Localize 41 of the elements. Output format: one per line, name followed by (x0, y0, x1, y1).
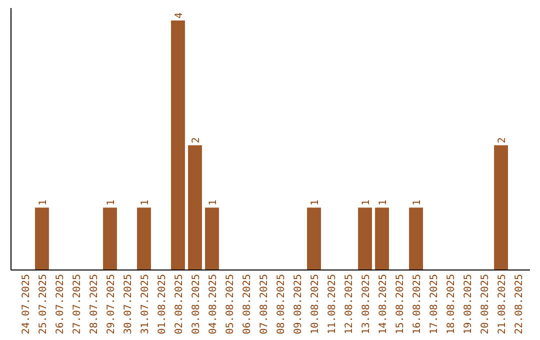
data-label: 1 (38, 200, 49, 206)
x-tick-label: 11.08.2025 (327, 274, 338, 334)
x-tick-label: 16.08.2025 (412, 274, 424, 334)
x-tick-label: 24.07.2025 (20, 274, 32, 334)
x-tick-label: 02.08.2025 (174, 274, 185, 334)
data-label: 2 (497, 137, 508, 144)
data-label: 1 (140, 200, 151, 206)
data-label: 1 (106, 200, 117, 206)
x-tick-label: 27.07.2025 (72, 274, 83, 334)
x-tick-label: 22.08.2025 (514, 274, 526, 334)
x-tick-label: 18.08.2025 (446, 274, 458, 334)
x-tick-label: 25.07.2025 (38, 274, 49, 334)
data-label: 4 (174, 12, 185, 18)
x-tick-label: 14.08.2025 (378, 274, 390, 334)
x-tick-label: 07.08.2025 (259, 274, 270, 334)
data-label: 1 (310, 200, 322, 206)
x-tick-label: 31.07.2025 (140, 274, 151, 334)
x-tick-label: 10.08.2025 (310, 274, 322, 334)
x-tick-label: 08.08.2025 (276, 274, 287, 334)
x-tick-label: 28.07.2025 (88, 274, 100, 334)
x-tick-label: 21.08.2025 (497, 274, 508, 334)
x-tick-label: 20.08.2025 (480, 274, 492, 334)
data-label: 2 (190, 137, 202, 144)
x-tick-label: 19.08.2025 (463, 274, 474, 334)
x-tick-label: 09.08.2025 (293, 274, 304, 334)
x-tick-label: 15.08.2025 (395, 274, 406, 334)
data-label: 1 (412, 200, 424, 206)
x-tick-label: 03.08.2025 (190, 274, 202, 334)
x-tick-label: 13.08.2025 (361, 274, 372, 334)
x-tick-label: 04.08.2025 (208, 274, 219, 334)
x-tick-label: 06.08.2025 (242, 274, 253, 334)
x-tick-label: 12.08.2025 (344, 274, 356, 334)
x-tick-label: 05.08.2025 (224, 274, 236, 334)
data-label: 1 (208, 200, 219, 206)
x-tick-label: 26.07.2025 (54, 274, 66, 334)
data-label: 1 (361, 200, 372, 206)
x-tick-label: 01.08.2025 (156, 274, 168, 334)
x-tick-label: 29.07.2025 (106, 274, 117, 334)
data-label: 1 (378, 200, 390, 206)
x-tick-label: 30.07.2025 (122, 274, 134, 334)
x-tick-label: 17.08.2025 (429, 274, 440, 334)
